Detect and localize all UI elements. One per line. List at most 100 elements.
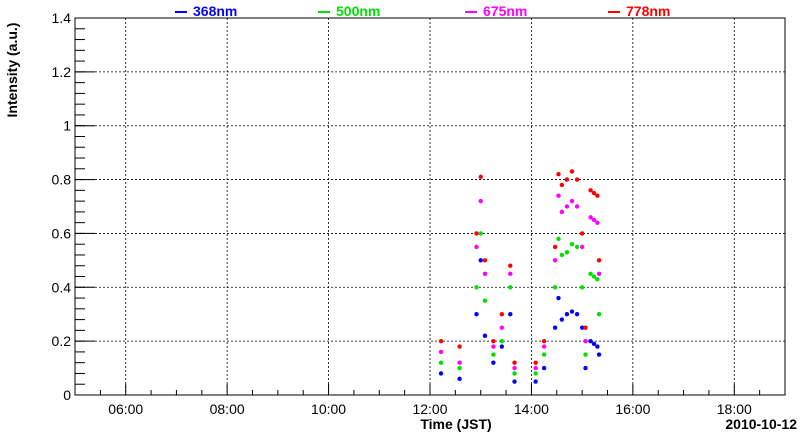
point-368nm-15	[569, 309, 575, 314]
point-368nm-7	[508, 312, 513, 317]
point-500nm-6	[499, 338, 505, 344]
grid	[75, 18, 785, 395]
point-368nm-2	[474, 312, 479, 317]
point-500nm-5	[491, 352, 496, 357]
point-500nm-18	[583, 352, 588, 357]
point-675nm-10	[541, 344, 547, 349]
x-tick-label: 06:00	[108, 401, 143, 417]
point-368nm-22	[596, 352, 602, 357]
y-tick-label: 0.6	[52, 225, 72, 241]
point-778nm-17	[579, 231, 585, 236]
point-368nm-6	[499, 344, 505, 349]
point-500nm-15	[569, 242, 575, 247]
point-778nm-8	[512, 360, 517, 365]
legend-label-368nm: 368nm	[193, 3, 237, 19]
data-points	[438, 169, 602, 384]
point-778nm-21	[595, 193, 600, 198]
point-778nm-7	[508, 263, 513, 268]
point-778nm-5	[491, 338, 496, 344]
point-500nm-12	[556, 236, 561, 242]
point-368nm-9	[533, 379, 538, 384]
point-675nm-20	[591, 217, 597, 223]
y-tick-label: 1.2	[52, 64, 72, 80]
point-778nm-6	[499, 312, 505, 317]
point-368nm-14	[564, 312, 570, 317]
point-368nm-18	[583, 365, 588, 371]
point-500nm-4	[482, 298, 488, 303]
point-368nm-17	[579, 325, 585, 330]
point-675nm-8	[512, 365, 517, 371]
point-778nm-14	[564, 177, 570, 182]
point-675nm-22	[596, 271, 602, 277]
point-675nm-7	[508, 271, 513, 277]
point-778nm-18	[583, 325, 588, 330]
axis-ticks: 06:00 08:00 10:00 12:00 14:00 16:00 18:00 0 0.2 0…	[52, 10, 761, 417]
x-tick-label: 18:00	[717, 401, 752, 417]
point-778nm-19	[588, 188, 593, 193]
point-778nm-16	[574, 177, 580, 182]
point-368nm-3	[478, 258, 483, 263]
point-778nm-20	[591, 190, 597, 196]
x-axis-label: Time (JST)	[420, 416, 491, 432]
date-label: 2010-10-12	[725, 416, 797, 432]
point-675nm-4	[482, 271, 488, 277]
point-368nm-13	[559, 317, 565, 322]
point-368nm-1	[457, 376, 462, 382]
x-tick-label: 16:00	[615, 401, 650, 417]
point-675nm-2	[474, 244, 479, 250]
legend-label-778nm: 778nm	[626, 3, 670, 19]
point-500nm-21	[595, 277, 600, 282]
x-tick-label: 14:00	[514, 401, 549, 417]
point-368nm-10	[541, 365, 547, 371]
point-500nm-7	[508, 285, 513, 290]
point-368nm-4	[482, 333, 488, 338]
point-500nm-10	[541, 352, 547, 357]
point-675nm-14	[564, 204, 570, 209]
point-500nm-3	[478, 231, 483, 236]
point-368nm-19	[588, 338, 593, 344]
point-368nm-11	[552, 325, 558, 330]
point-368nm-16	[574, 312, 580, 317]
legend-label-500nm: 500nm	[336, 3, 380, 19]
legend-label-675nm: 675nm	[483, 3, 527, 19]
plot-frame	[74, 17, 786, 396]
y-tick-label: 0	[63, 387, 71, 403]
legend: 368nm 500nm 675nm 778nm	[175, 3, 670, 19]
point-368nm-5	[491, 360, 496, 365]
point-675nm-11	[552, 258, 558, 263]
point-500nm-2	[474, 285, 479, 290]
x-tick-label: 10:00	[311, 401, 346, 417]
point-675nm-19	[588, 215, 593, 220]
point-368nm-21	[595, 344, 600, 349]
y-tick-label: 1.4	[52, 10, 72, 26]
y-tick-label: 0.2	[52, 333, 72, 349]
point-675nm-5	[491, 344, 496, 349]
point-778nm-4	[482, 258, 488, 263]
point-778nm-10	[541, 338, 547, 344]
point-500nm-13	[559, 252, 565, 258]
point-778nm-12	[556, 171, 561, 177]
point-368nm-20	[591, 341, 597, 347]
point-368nm-8	[512, 379, 517, 384]
y-tick-label: 0.8	[52, 172, 72, 188]
point-778nm-1	[457, 344, 462, 349]
point-368nm-0	[438, 371, 444, 376]
y-tick-label: 1	[63, 118, 71, 134]
point-778nm-15	[569, 169, 575, 174]
point-675nm-3	[478, 198, 483, 204]
point-500nm-20	[591, 274, 597, 279]
point-675nm-1	[457, 360, 462, 365]
point-500nm-19	[588, 271, 593, 277]
point-778nm-2	[474, 231, 479, 236]
point-675nm-17	[579, 244, 585, 250]
point-675nm-6	[499, 325, 505, 330]
point-500nm-17	[579, 285, 585, 290]
point-500nm-22	[596, 312, 602, 317]
point-500nm-8	[512, 371, 517, 376]
point-675nm-16	[574, 204, 580, 209]
point-778nm-3	[478, 174, 483, 180]
point-675nm-18	[583, 338, 588, 344]
point-675nm-21	[595, 220, 600, 225]
point-500nm-0	[438, 360, 444, 365]
